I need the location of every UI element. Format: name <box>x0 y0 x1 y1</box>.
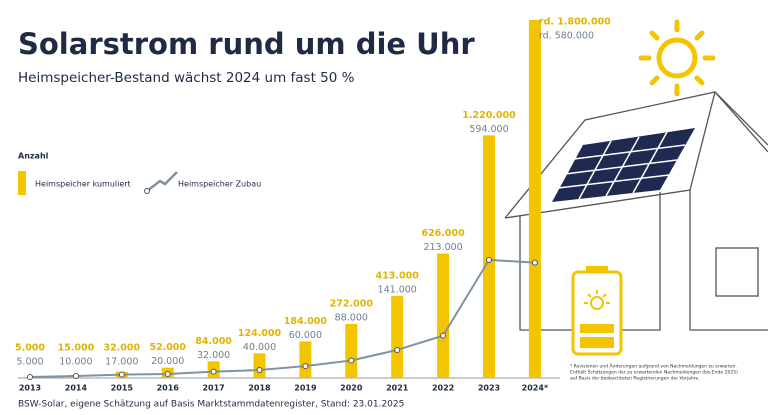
line-marker <box>256 367 263 374</box>
line-marker <box>164 371 171 378</box>
line-value-label: rd. 580.000 <box>539 31 594 42</box>
line-value-label: 40.000 <box>243 342 276 353</box>
line-marker <box>440 332 447 339</box>
bar-value-label: 184.000 <box>284 316 328 327</box>
bar-value-label: 52.000 <box>149 342 186 353</box>
bar <box>483 135 495 378</box>
footnote: auf Basis der beobachteten Registrierung… <box>570 376 700 382</box>
x-tick-label: 2020 <box>340 384 363 393</box>
legend-label: Heimspeicher Zubau <box>178 180 261 189</box>
line-marker <box>27 374 33 381</box>
bar-value-label: rd. 1.800.000 <box>539 17 611 28</box>
x-tick-label: 2019 <box>294 384 317 393</box>
bar-value-label: 1.220.000 <box>462 110 516 121</box>
line-value-label: 32.000 <box>197 350 230 361</box>
line-marker <box>72 373 79 380</box>
x-tick-label: 2022 <box>432 384 454 393</box>
line-marker <box>302 363 309 370</box>
bar-value-label: 272.000 <box>330 298 374 309</box>
line-marker <box>531 259 538 266</box>
line-marker <box>210 368 217 375</box>
legend-swatch-line <box>146 171 178 192</box>
bar <box>345 323 358 378</box>
chart-subtitle: Heimspeicher-Bestand wächst 2024 um fast… <box>18 70 355 86</box>
legend-label: Heimspeicher kumuliert <box>35 180 131 189</box>
x-tick-label: 2014 <box>65 384 88 393</box>
bar <box>253 353 266 378</box>
x-tick-label: 2024* <box>522 384 549 393</box>
sun-icon <box>638 19 716 97</box>
legend-marker <box>144 188 150 194</box>
line-marker <box>486 256 492 263</box>
x-tick-label: 2015 <box>111 384 134 393</box>
line-value-label: 5.000 <box>16 357 43 368</box>
line-marker <box>118 371 125 378</box>
y-axis-label: Anzahl <box>18 152 49 161</box>
line-marker <box>394 346 401 353</box>
bar-value-label: 413.000 <box>376 270 420 281</box>
battery-icon <box>571 266 623 356</box>
bar-value-label: 32.000 <box>103 343 140 354</box>
house-outline <box>504 91 768 331</box>
x-tick-label: 2017 <box>202 384 224 393</box>
line-value-label: 20.000 <box>151 356 184 367</box>
bar <box>437 253 450 378</box>
line-value-label: 60.000 <box>289 330 322 341</box>
footnote: * Revisionen und Änderungen aufgrund von… <box>570 363 737 370</box>
footnote: Enthält Schätzungen der zu erwartenden N… <box>570 370 738 376</box>
x-tick-label: 2016 <box>157 384 180 393</box>
bar-value-label: 5.000 <box>15 343 45 354</box>
line-marker <box>348 357 355 364</box>
line-value-label: 594.000 <box>469 124 508 135</box>
line-value-label: 88.000 <box>335 312 368 323</box>
line-value-label: 141.000 <box>378 284 417 295</box>
chart-title: Solarstrom rund um die Uhr <box>18 27 475 61</box>
x-tick-label: 2013 <box>19 384 41 393</box>
bar <box>528 20 541 378</box>
x-tick-label: 2018 <box>248 384 271 393</box>
x-tick-label: 2021 <box>386 384 409 393</box>
bar-value-label: 84.000 <box>195 336 232 347</box>
legend-swatch-bar <box>18 171 26 195</box>
line <box>29 258 535 379</box>
bar-value-label: 124.000 <box>238 328 282 339</box>
bar <box>299 341 312 378</box>
bar-value-label: 15.000 <box>58 343 95 354</box>
source: BSW-Solar, eigene Schätzung auf Basis Ma… <box>18 400 404 410</box>
line-value-label: 10.000 <box>59 357 92 368</box>
bar <box>391 295 404 378</box>
bar-value-label: 626.000 <box>421 228 465 239</box>
line-value-label: 213.000 <box>423 242 462 253</box>
line-value-label: 17.000 <box>105 357 138 368</box>
x-tick-label: 2023 <box>478 384 500 393</box>
solar-panel <box>552 128 695 202</box>
